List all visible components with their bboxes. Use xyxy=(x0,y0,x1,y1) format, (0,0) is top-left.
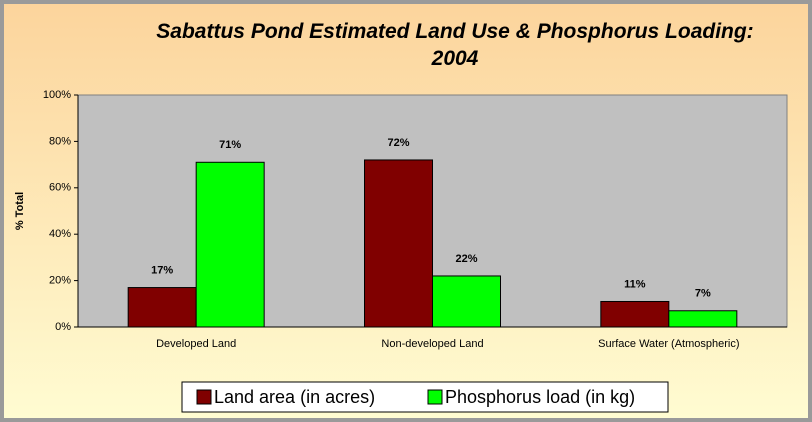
bar xyxy=(668,310,738,328)
bar xyxy=(432,275,501,328)
data-label: 72% xyxy=(387,137,409,149)
legend-swatch xyxy=(196,389,212,405)
bar xyxy=(364,159,433,328)
legend xyxy=(181,381,669,413)
y-tick-label: 0% xyxy=(55,321,71,333)
chart-title: Sabattus Pond Estimated Land Use & Phosp… xyxy=(156,20,754,70)
data-label: 11% xyxy=(624,278,646,290)
x-tick-label: Surface Water (Atmospheric) xyxy=(598,338,739,350)
data-label: 22% xyxy=(455,253,477,265)
y-tick-label: 80% xyxy=(49,135,71,147)
data-label: 7% xyxy=(695,288,711,300)
data-label: 71% xyxy=(219,139,241,151)
legend-label: Land area (in acres) xyxy=(214,387,375,407)
legend-swatch xyxy=(427,389,443,405)
x-tick-label: Non-developed Land xyxy=(381,338,483,350)
y-axis-label: % Total xyxy=(14,192,26,230)
y-tick-label: 60% xyxy=(49,182,71,194)
y-tick-label: 20% xyxy=(49,275,71,287)
data-label: 17% xyxy=(151,264,173,276)
bar xyxy=(127,287,197,328)
y-tick-label: 100% xyxy=(43,89,71,101)
x-tick-label: Developed Land xyxy=(156,338,236,350)
legend-label: Phosphorus load (in kg) xyxy=(445,387,635,407)
y-tick-label: 40% xyxy=(49,228,71,240)
bar xyxy=(195,161,265,328)
bar xyxy=(600,300,670,328)
